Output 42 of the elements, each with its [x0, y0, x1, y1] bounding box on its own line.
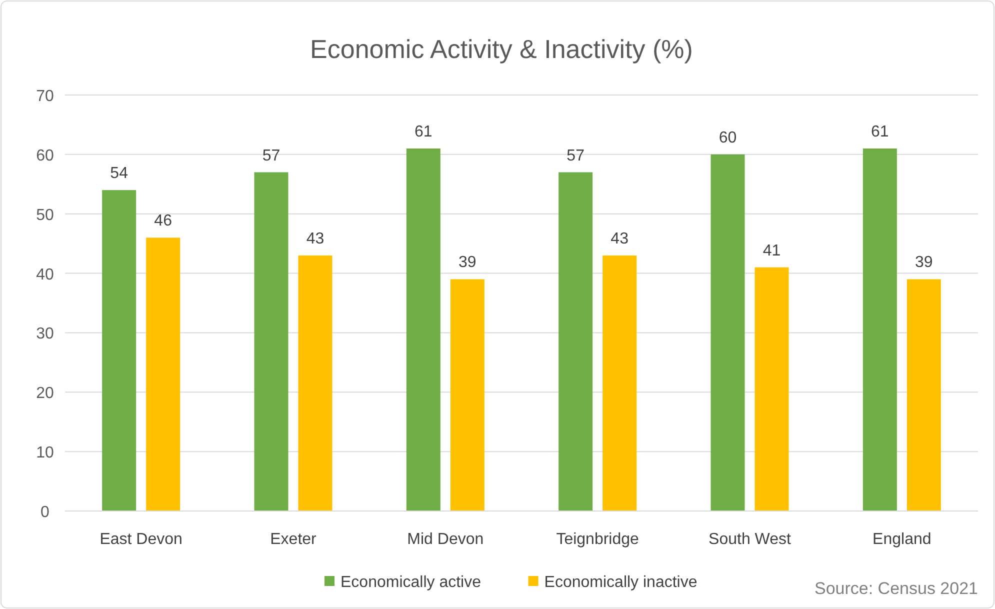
source-note: Source: Census 2021: [814, 579, 978, 598]
y-tick-label: 40: [36, 266, 54, 284]
bar: [254, 172, 288, 511]
data-label: 46: [154, 212, 172, 230]
bar: [146, 238, 180, 511]
legend-label: Economically active: [340, 574, 482, 591]
bar: [102, 190, 136, 511]
data-label: 43: [306, 230, 324, 248]
y-tick-label: 70: [36, 88, 54, 105]
bar: [298, 255, 332, 511]
chart-title: Economic Activity & Inactivity (%): [310, 34, 693, 64]
data-label: 57: [262, 147, 280, 164]
data-label: 43: [610, 230, 629, 248]
data-label: 60: [718, 129, 737, 146]
legend-label: Economically inactive: [544, 574, 698, 591]
data-label: 54: [110, 165, 128, 182]
data-label: 57: [566, 147, 585, 164]
y-tick-label: 20: [36, 385, 54, 402]
x-tick-label: Teignbridge: [556, 531, 640, 548]
data-label: 39: [915, 254, 933, 272]
y-tick-label: 10: [36, 444, 54, 462]
y-tick-label: 30: [36, 326, 54, 343]
bar: [906, 279, 941, 511]
y-tick-label: 0: [40, 504, 50, 521]
data-label: 61: [871, 123, 889, 140]
bar: [450, 279, 484, 511]
data-label: 41: [762, 242, 781, 260]
x-tick-label: Mid Devon: [407, 531, 484, 548]
y-tick-label: 50: [36, 206, 54, 224]
y-tick-label: 60: [36, 147, 54, 164]
x-tick-label: England: [872, 531, 932, 548]
data-label: 39: [458, 254, 476, 272]
x-tick-label: Exeter: [270, 531, 318, 548]
bar: [558, 172, 593, 511]
bar: [754, 267, 789, 511]
x-tick-label: East Devon: [100, 531, 182, 548]
bar: [602, 255, 637, 511]
bar: [406, 148, 440, 511]
data-label: 61: [414, 123, 432, 140]
bar: [710, 154, 745, 511]
bar: [862, 148, 897, 511]
x-tick-label: South West: [708, 531, 792, 548]
